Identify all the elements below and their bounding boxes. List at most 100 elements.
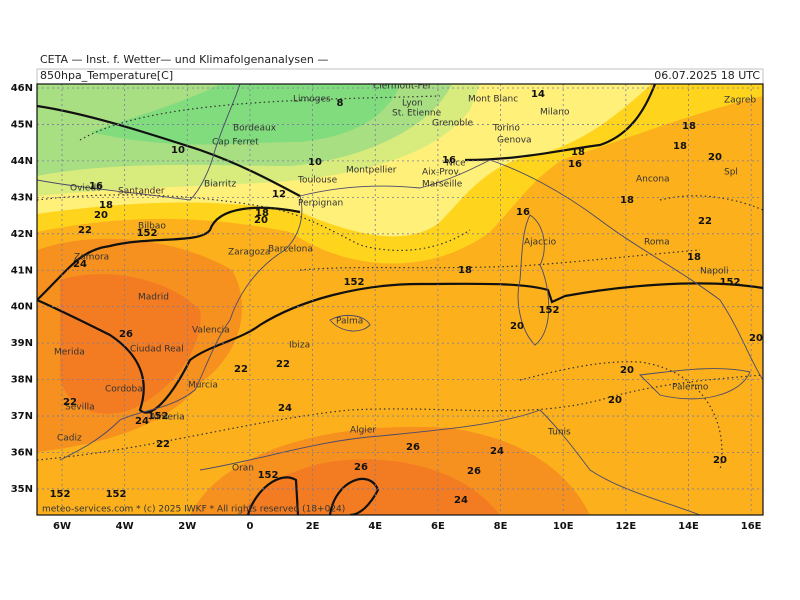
contour-label: 26 bbox=[354, 462, 368, 473]
city-label: Merida bbox=[54, 348, 85, 358]
contour-label: 22 bbox=[276, 359, 290, 370]
city-label: Oviedo bbox=[70, 184, 102, 194]
city-label: Madrid bbox=[138, 293, 169, 303]
city-label: Palma bbox=[336, 317, 363, 327]
lon-label: 8E bbox=[494, 521, 508, 532]
contour-label: 18 bbox=[620, 195, 634, 206]
city-label: Roma bbox=[644, 238, 670, 248]
city-label: Grenoble bbox=[432, 119, 473, 129]
lat-label: 43N bbox=[11, 192, 33, 203]
lat-label: 40N bbox=[11, 302, 33, 313]
contour-label: 12 bbox=[272, 189, 286, 200]
city-label: Almeria bbox=[150, 413, 185, 423]
header-title: CETA — Inst. f. Wetter— und Klimafolgena… bbox=[40, 53, 328, 66]
city-label: Torino bbox=[492, 124, 520, 134]
city-label: Ajaccio bbox=[524, 238, 557, 248]
contour-label: 22 bbox=[234, 364, 248, 375]
isoline bbox=[37, 206, 301, 301]
contour-label: 152 bbox=[720, 277, 741, 288]
contour-label: 24 bbox=[278, 403, 292, 414]
city-label: Bordeaux bbox=[233, 124, 277, 134]
contour-label: 22 bbox=[78, 225, 92, 236]
city-label: Spl bbox=[724, 168, 738, 178]
contour-label: 26 bbox=[406, 442, 420, 453]
coastline bbox=[37, 84, 241, 201]
field-hot bbox=[60, 274, 201, 414]
contour-label: 24 bbox=[73, 259, 87, 270]
lon-label: 2W bbox=[178, 521, 196, 532]
contour-label: 20 bbox=[620, 365, 634, 376]
lat-label: 42N bbox=[11, 229, 33, 240]
lon-label: 2E bbox=[306, 521, 320, 532]
contour-label: 24 bbox=[135, 416, 149, 427]
city-label: Sevilla bbox=[65, 403, 95, 413]
isoline bbox=[79, 95, 441, 141]
lat-label: 46N bbox=[11, 83, 33, 94]
city-label: Barcelona bbox=[268, 245, 313, 255]
contour-label: 20 bbox=[94, 210, 108, 221]
contour-label: 24 bbox=[490, 446, 504, 457]
contour-label: 152 bbox=[137, 228, 158, 239]
contour-label: 20 bbox=[510, 321, 524, 332]
contour-label: 152 bbox=[258, 470, 279, 481]
lon-label: 4W bbox=[116, 521, 134, 532]
field-hot bbox=[240, 459, 500, 515]
contour-label: 20 bbox=[708, 152, 722, 163]
city-label: Genova bbox=[497, 136, 532, 146]
island bbox=[329, 314, 371, 332]
city-label: Ciudad Real bbox=[130, 345, 184, 355]
contour-label: 18 bbox=[687, 252, 701, 263]
contour-label: 152 bbox=[344, 277, 365, 288]
contour-label: 18 bbox=[682, 121, 696, 132]
isoline bbox=[299, 249, 701, 271]
contour-label: 18 bbox=[458, 265, 472, 276]
contour-label: 26 bbox=[119, 329, 133, 340]
isoline bbox=[464, 84, 657, 162]
city-label: Zagreb bbox=[724, 96, 756, 106]
isolines bbox=[37, 84, 763, 515]
lon-label: 0 bbox=[246, 521, 253, 532]
contour-label: 152 bbox=[148, 411, 169, 422]
city-label: Montpellier bbox=[346, 166, 397, 176]
lon-label: 6E bbox=[431, 521, 445, 532]
lat-label: 39N bbox=[11, 338, 33, 349]
contour-label: 20 bbox=[713, 455, 727, 466]
city-label: Clermont-Fer bbox=[373, 82, 432, 92]
isoline bbox=[37, 194, 471, 252]
lon-label: 10E bbox=[553, 521, 574, 532]
city-label: Palermo bbox=[672, 383, 709, 393]
contour-label: 20 bbox=[749, 333, 763, 344]
contour-label: 16 bbox=[442, 155, 456, 166]
city-label: Perpignan bbox=[298, 199, 343, 209]
lat-label: 41N bbox=[11, 265, 33, 276]
footer: meteo-services.com * (c) 2025 IWKF * All… bbox=[42, 505, 345, 515]
coastline bbox=[59, 195, 303, 461]
map-frame bbox=[36, 83, 764, 516]
lon-label: 12E bbox=[615, 521, 636, 532]
island bbox=[639, 368, 751, 400]
contour-label: 18 bbox=[673, 141, 687, 152]
isoline bbox=[328, 477, 380, 515]
contour-label: 26 bbox=[467, 466, 481, 477]
axis-labels: 6W 4W 2W 0 2E 4E 6E 8E 10E 12E 14E 16E 46N 45N 44N 43N 4… bbox=[11, 83, 762, 532]
header-datetime: 06.07.2025 18 UTC bbox=[654, 69, 760, 82]
contour-label: 22 bbox=[63, 397, 77, 408]
city-label: Milano bbox=[540, 108, 570, 118]
city-label: Santander bbox=[118, 187, 165, 197]
coastlines bbox=[37, 84, 763, 515]
lon-label: 4E bbox=[368, 521, 382, 532]
city-label: St. Etienne bbox=[392, 109, 442, 119]
city-label: Marseille bbox=[422, 180, 463, 190]
contour-label: 152 bbox=[50, 489, 71, 500]
lat-label: 36N bbox=[11, 448, 33, 459]
isoline bbox=[37, 282, 763, 414]
isoline bbox=[37, 374, 763, 461]
city-label: Tunis bbox=[547, 428, 571, 438]
dotted-isolines bbox=[37, 95, 763, 471]
contour-label: 22 bbox=[698, 216, 712, 227]
city-label: Bilbao bbox=[138, 222, 166, 232]
contour-label: 16 bbox=[89, 181, 103, 192]
city-label: Cadiz bbox=[57, 434, 82, 444]
